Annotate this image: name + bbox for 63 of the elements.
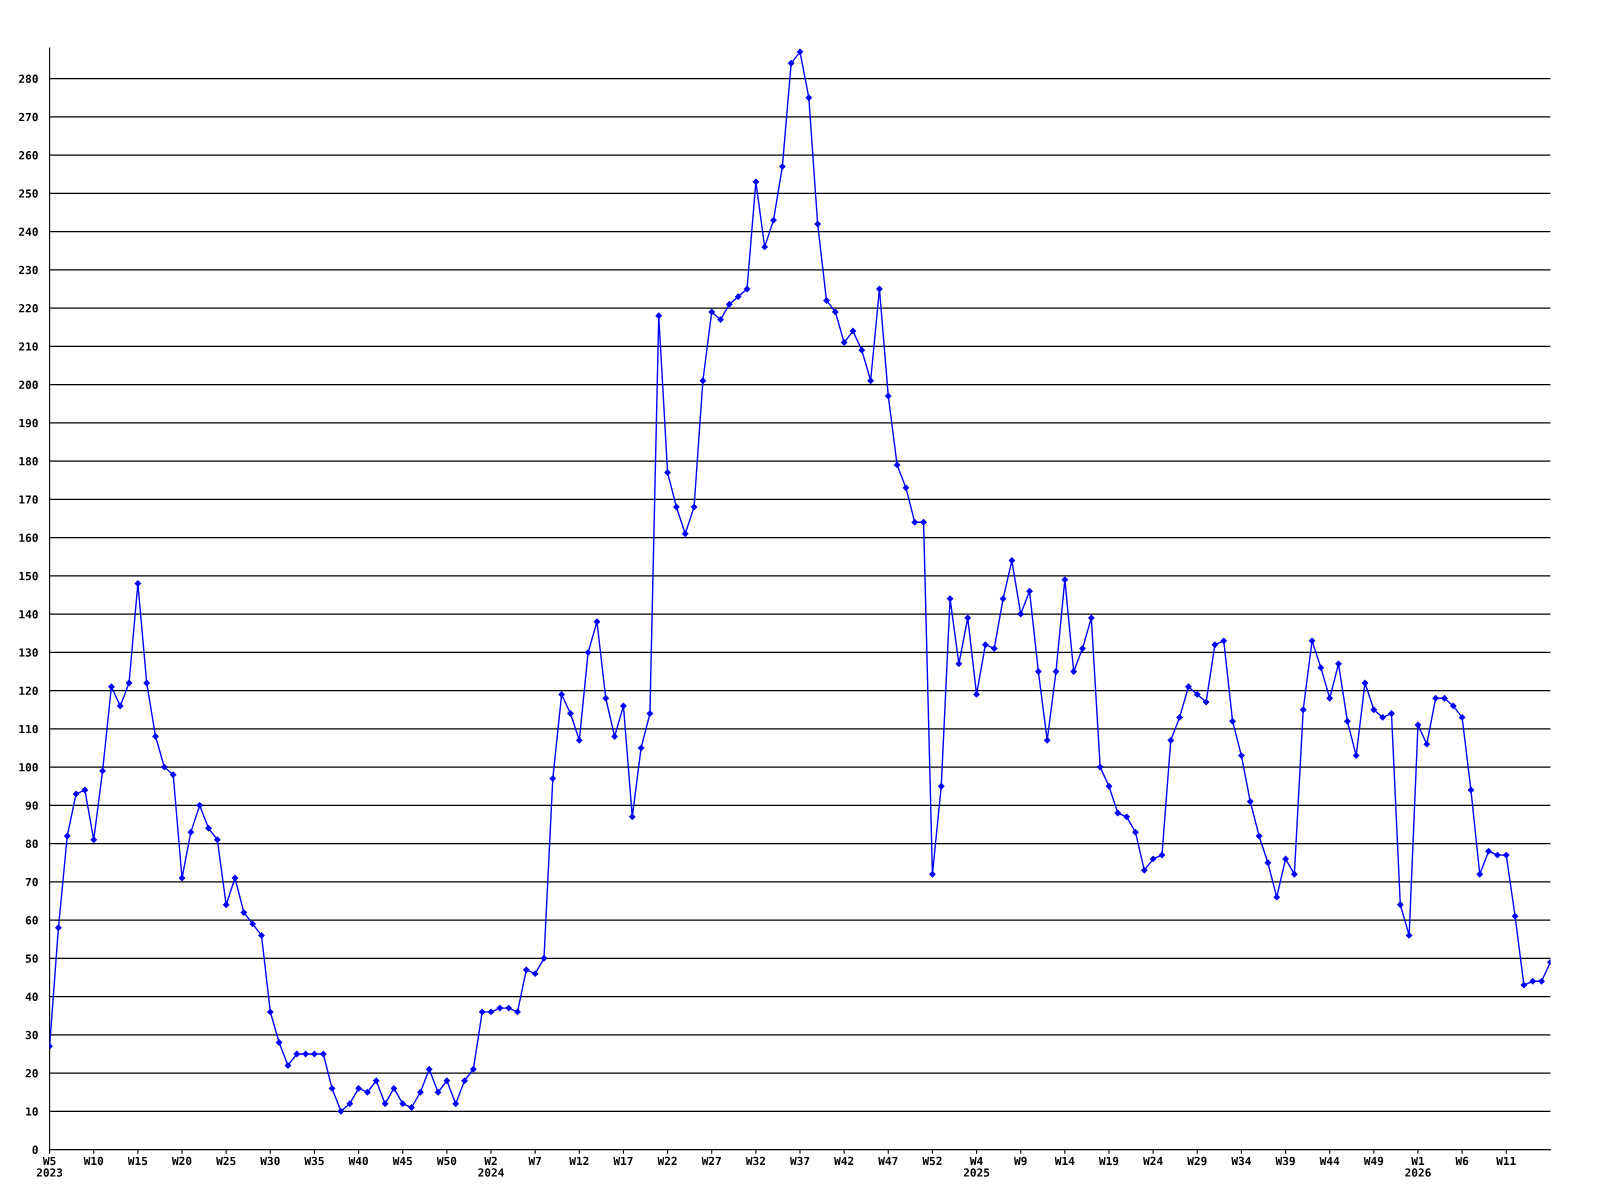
y-tick-label: 30 bbox=[25, 1030, 38, 1040]
y-tick-label: 10 bbox=[26, 1107, 38, 1116]
x-tick-label: W4 2025 bbox=[963, 1156, 990, 1177]
x-tick-label: W24 bbox=[1143, 1156, 1163, 1165]
x-tick-label: W1 2026 bbox=[1405, 1156, 1431, 1177]
x-tick-label: W14 bbox=[1054, 1156, 1075, 1165]
x-tick-label: W47 bbox=[878, 1156, 898, 1165]
y-tick-label: 150 bbox=[19, 571, 38, 581]
x-tick-label: W37 bbox=[789, 1156, 810, 1166]
x-tick-label: W30 bbox=[260, 1156, 280, 1166]
x-tick-label: W34 bbox=[1231, 1156, 1251, 1166]
y-tick-label: 260 bbox=[19, 151, 38, 160]
x-tick-label: W49 bbox=[1363, 1156, 1384, 1166]
x-tick-label: W52 bbox=[922, 1156, 942, 1166]
y-tick-label: 50 bbox=[25, 954, 38, 963]
y-tick-label: 240 bbox=[19, 227, 38, 236]
y-tick-label: 100 bbox=[19, 763, 38, 772]
x-tick-label: W11 bbox=[1496, 1156, 1516, 1165]
x-tick-label: W44 bbox=[1319, 1156, 1340, 1165]
y-tick-label: 230 bbox=[19, 265, 38, 275]
x-tick-label: W50 bbox=[436, 1156, 457, 1166]
y-tick-label: 280 bbox=[19, 74, 38, 83]
x-tick-label: W22 bbox=[657, 1156, 677, 1165]
y-tick-label: 140 bbox=[19, 610, 38, 619]
x-tick-label: W39 bbox=[1275, 1156, 1295, 1166]
y-tick-label: 60 bbox=[25, 916, 38, 925]
y-tick-label: 180 bbox=[19, 457, 38, 466]
x-tick-label: W5 2023 bbox=[36, 1156, 63, 1177]
y-tick-label: 80 bbox=[25, 839, 38, 848]
x-tick-label: W45 bbox=[392, 1156, 413, 1166]
y-tick-label: 20 bbox=[25, 1069, 38, 1078]
y-tick-label: 200 bbox=[19, 380, 38, 389]
x-tick-label: W10 bbox=[83, 1156, 104, 1166]
x-tick-label: W19 bbox=[1098, 1156, 1119, 1166]
y-tick-label: 110 bbox=[19, 724, 38, 734]
y-tick-label: 190 bbox=[19, 418, 38, 428]
y-tick-label: 130 bbox=[19, 648, 38, 657]
x-tick-label: W29 bbox=[1187, 1156, 1207, 1166]
x-tick-label: W40 bbox=[348, 1156, 368, 1166]
x-tick-label: W27 bbox=[701, 1156, 721, 1165]
y-tick-label: 120 bbox=[19, 686, 38, 695]
x-tick-label: W12 bbox=[569, 1156, 589, 1165]
x-tick-label: W32 bbox=[745, 1156, 765, 1166]
x-tick-label: W15 bbox=[127, 1156, 148, 1166]
x-tick-label: W35 bbox=[304, 1156, 324, 1166]
y-tick-label: 270 bbox=[19, 112, 38, 122]
y-tick-label: 40 bbox=[25, 992, 38, 1001]
y-tick-label: 90 bbox=[25, 801, 38, 810]
y-tick-label: 170 bbox=[19, 495, 38, 504]
x-tick-label: W17 bbox=[613, 1156, 633, 1165]
x-tick-label: W42 bbox=[834, 1156, 854, 1165]
x-tick-label: W7 bbox=[528, 1156, 542, 1165]
y-tick-label: 70 bbox=[25, 877, 38, 887]
y-tick-label: 250 bbox=[19, 189, 38, 198]
x-tick-label: W25 bbox=[216, 1156, 236, 1166]
y-tick-label: 220 bbox=[19, 304, 38, 313]
x-tick-label: W6 bbox=[1455, 1156, 1469, 1166]
x-tick-label: W9 bbox=[1014, 1156, 1027, 1166]
x-tick-label: W2 2024 bbox=[478, 1156, 504, 1177]
x-tick-label: W20 bbox=[171, 1156, 192, 1166]
y-tick-label: 160 bbox=[19, 533, 38, 542]
y-tick-label: 0 bbox=[32, 1145, 38, 1154]
y-tick-label: 210 bbox=[19, 342, 38, 351]
